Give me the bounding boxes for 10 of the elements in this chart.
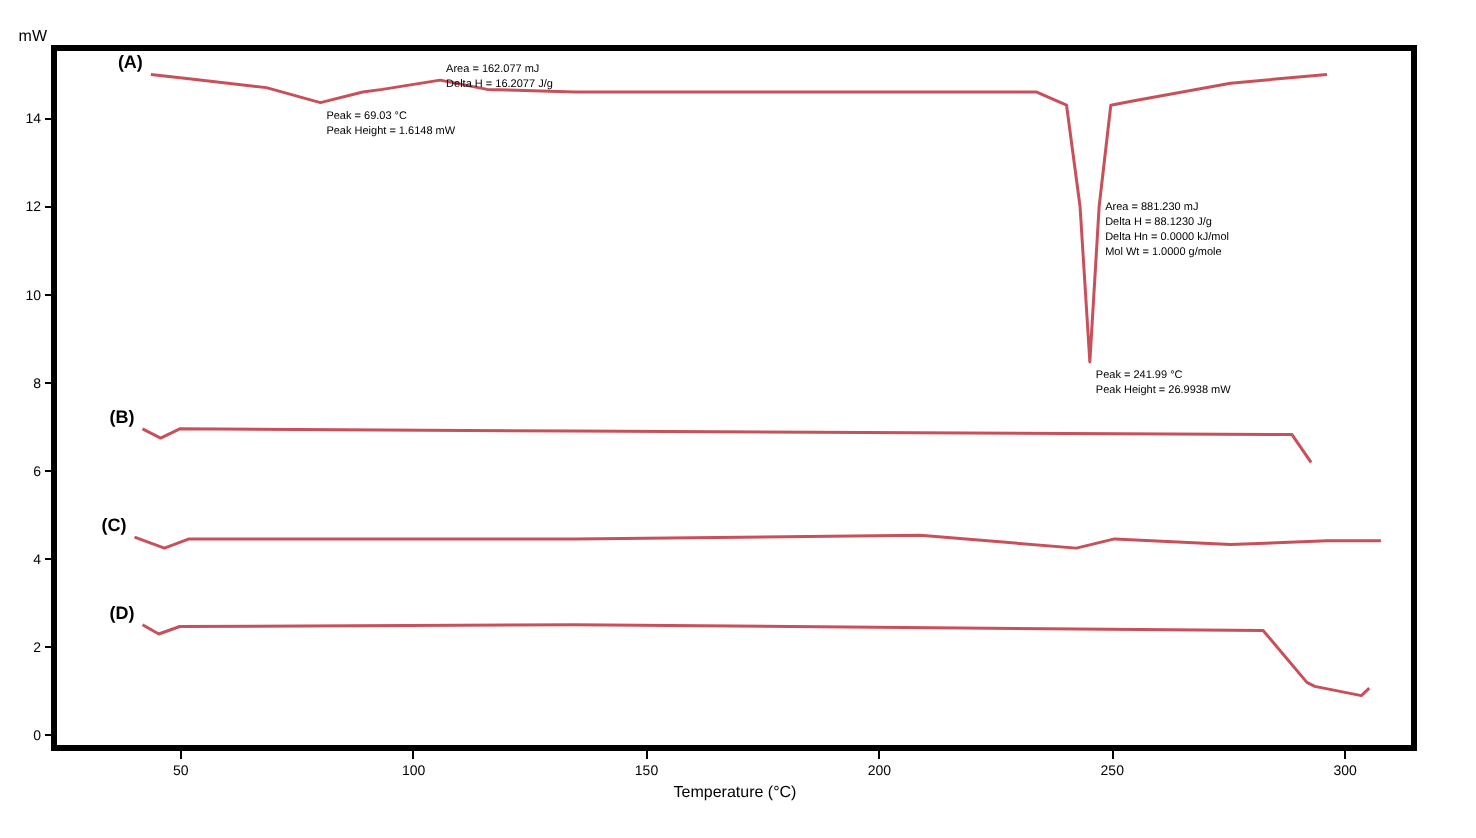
line-series (149, 72, 1329, 364)
line-series (133, 533, 1383, 550)
line-series (140, 427, 1313, 464)
line-series (140, 623, 1371, 698)
annotation: (B) (109, 406, 135, 427)
x-axis-title: Temperature (°C) (673, 783, 798, 801)
annotation: (A) (117, 52, 143, 73)
y-axis-title: mW (18, 27, 48, 45)
annotation: (D) (109, 602, 135, 623)
annotation: (C) (101, 515, 127, 536)
